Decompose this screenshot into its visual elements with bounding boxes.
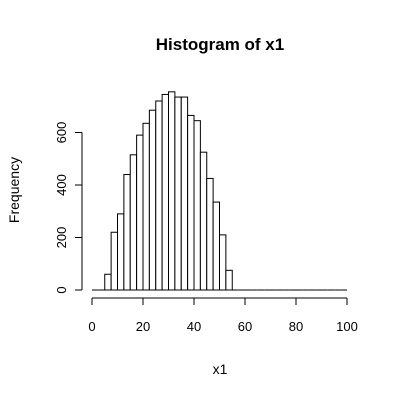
- y-tick-label: 400: [54, 174, 69, 196]
- y-axis: 0 200 400 600: [54, 122, 83, 294]
- y-tick-label: 600: [54, 122, 69, 144]
- x-tick-label: 20: [136, 319, 150, 334]
- histogram-bar: [129, 154, 138, 291]
- x-tick-label: 100: [336, 319, 358, 334]
- histogram-bar: [187, 114, 195, 291]
- histogram-bar: [142, 122, 150, 291]
- histogram-bar: [110, 231, 118, 291]
- histogram-bar: [212, 201, 220, 291]
- x-tick-label: 40: [187, 319, 201, 334]
- histogram-bar: [225, 269, 233, 291]
- bars-group: [92, 91, 347, 291]
- histogram-bar: [168, 91, 176, 291]
- histogram-bar: [174, 96, 182, 291]
- y-axis-label: Frequency: [6, 157, 22, 223]
- x-axis: 0 20 40 60 80 100: [88, 297, 358, 334]
- histogram-bar: [155, 100, 163, 291]
- histogram-bar: [161, 93, 169, 291]
- y-tick-label: 200: [54, 227, 69, 249]
- histogram-bar: [193, 120, 201, 291]
- histogram-bar: [117, 213, 125, 291]
- chart-title: Histogram of x1: [156, 35, 284, 54]
- histogram-bar: [136, 134, 144, 291]
- histogram-bar: [148, 109, 157, 291]
- histogram-bar: [199, 151, 208, 291]
- x-tick-label: 0: [88, 319, 95, 334]
- y-tick-label: 0: [54, 286, 69, 293]
- histogram-bar: [180, 96, 189, 291]
- x-tick-label: 80: [289, 319, 303, 334]
- histogram-bar: [219, 234, 227, 291]
- x-axis-label: x1: [213, 361, 228, 377]
- histogram-bar: [104, 273, 112, 291]
- x-tick-label: 60: [238, 319, 252, 334]
- histogram-bar: [206, 177, 214, 291]
- histogram-bar: [123, 174, 131, 291]
